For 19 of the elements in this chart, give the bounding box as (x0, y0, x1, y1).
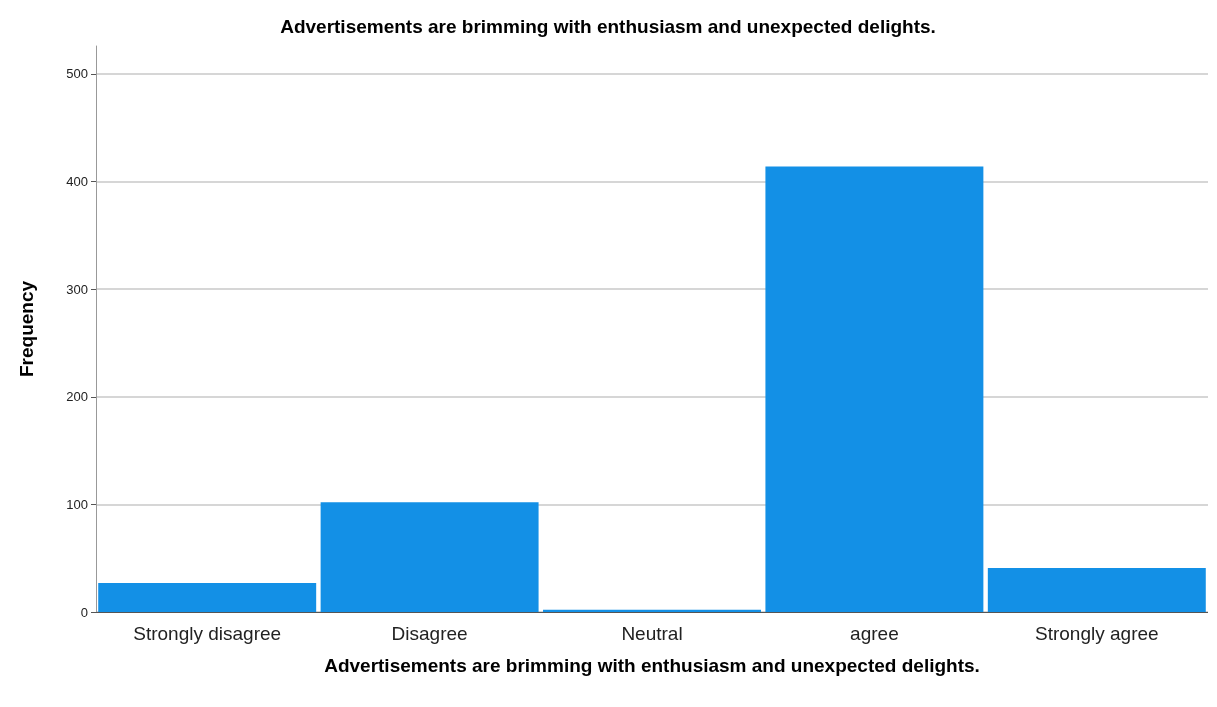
bar (765, 166, 984, 612)
bar (543, 609, 761, 612)
chart-title: Advertisements are brimming with enthusiasm and unexpected delights. (280, 16, 936, 37)
x-tick-label: Strongly disagree (133, 623, 282, 644)
y-tick-label: 100 (66, 496, 88, 512)
x-tick-label: Strongly agree (1035, 623, 1159, 644)
y-tick-label: 200 (66, 389, 88, 405)
x-axis-title: Advertisements are brimming with enthusiasm and unexpected delights. (324, 655, 980, 676)
y-tick-label: 500 (66, 66, 88, 82)
bar (320, 502, 539, 612)
y-axis-title: Frequency (16, 280, 37, 378)
bar (987, 567, 1206, 612)
x-tick-label: Disagree (391, 623, 468, 644)
y-tick-label: 400 (66, 174, 88, 190)
bar (98, 582, 317, 612)
y-tick-label: 300 (66, 281, 88, 297)
x-tick-label: Neutral (621, 623, 683, 644)
x-tick-label: agree (850, 623, 899, 644)
y-tick-label: 0 (80, 604, 88, 620)
